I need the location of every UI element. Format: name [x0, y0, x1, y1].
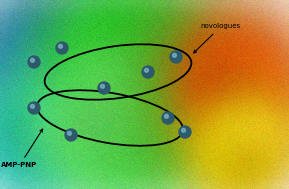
Circle shape	[170, 51, 182, 63]
Circle shape	[144, 68, 149, 72]
Circle shape	[179, 126, 191, 138]
Circle shape	[98, 82, 110, 94]
Text: novologues: novologues	[194, 23, 241, 53]
Text: AMP-PNP: AMP-PNP	[1, 129, 43, 168]
Circle shape	[142, 66, 154, 78]
Circle shape	[162, 112, 174, 124]
Circle shape	[68, 131, 71, 135]
Circle shape	[173, 53, 176, 57]
Circle shape	[65, 129, 77, 141]
Circle shape	[59, 44, 62, 48]
Circle shape	[28, 56, 40, 68]
Circle shape	[31, 58, 34, 62]
Circle shape	[181, 128, 186, 132]
Circle shape	[56, 42, 68, 54]
Circle shape	[31, 104, 34, 108]
Circle shape	[28, 102, 40, 114]
Circle shape	[101, 84, 104, 88]
Circle shape	[164, 114, 168, 118]
